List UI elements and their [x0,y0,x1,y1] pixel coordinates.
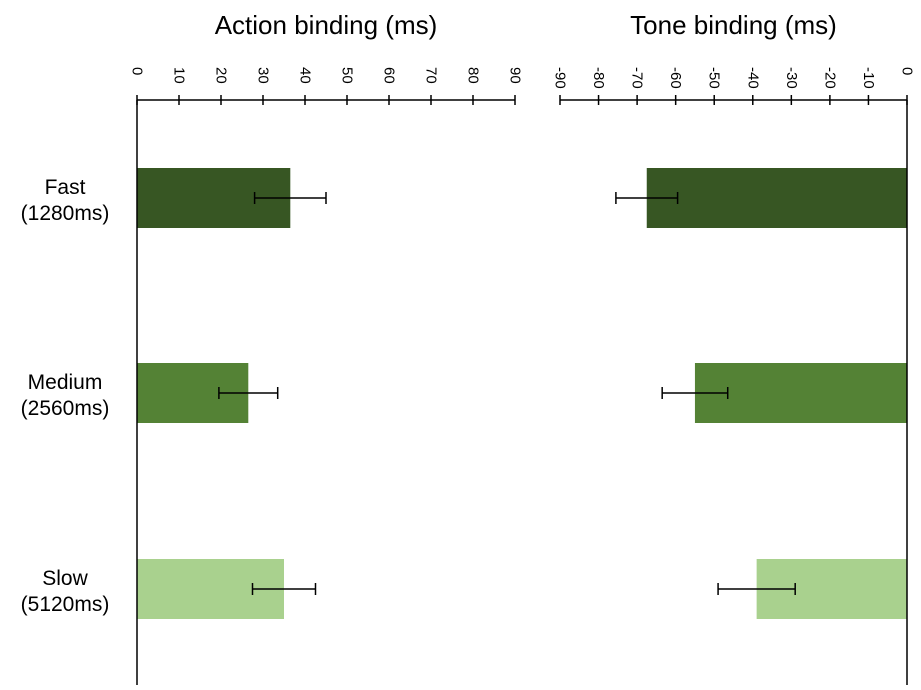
x-tick-label-1-5: -40 [744,67,761,89]
x-tick-label-0-2: 20 [213,67,230,84]
x-tick-label-1-7: -20 [821,67,838,89]
x-tick-label-1-8: -10 [860,67,877,89]
x-tick-label-0-4: 40 [297,67,314,84]
x-tick-label-0-1: 10 [171,67,188,84]
chart-title-0: Action binding (ms) [215,10,438,40]
x-tick-label-0-9: 90 [507,67,524,84]
x-tick-label-1-6: -30 [783,67,800,89]
x-tick-label-0-8: 80 [465,67,482,84]
axes-layer [136,95,908,685]
x-tick-label-0-7: 70 [423,67,440,84]
x-tick-label-0-5: 50 [339,67,356,84]
category-label-1-0: Medium [28,371,103,394]
x-tick-label-1-3: -60 [667,67,684,89]
x-tick-label-1-1: -80 [590,67,607,89]
text-layer: Action binding (ms) 0 10 20 30 40 50 60 70 80 90 To… [21,10,916,616]
x-tick-label-1-2: -70 [629,67,646,89]
category-label-2-0: Slow [42,567,88,590]
x-tick-label-0-0: 0 [129,67,146,75]
category-label-2-1: (5120ms) [21,593,110,616]
x-tick-label-1-9: 0 [899,67,916,75]
category-label-1-1: (2560ms) [21,397,110,420]
category-label-0-1: (1280ms) [21,202,110,225]
bars-layer [137,168,907,619]
category-label-0-0: Fast [45,176,86,199]
x-tick-label-1-0: -90 [552,67,569,89]
x-tick-label-0-6: 60 [381,67,398,84]
chart-title-1: Tone binding (ms) [630,10,837,40]
bar-1-1 [694,363,907,423]
bar-1-0 [646,168,907,228]
x-tick-label-1-4: -50 [706,67,723,89]
x-tick-label-0-3: 30 [255,67,272,84]
error-bars-layer [218,192,796,595]
